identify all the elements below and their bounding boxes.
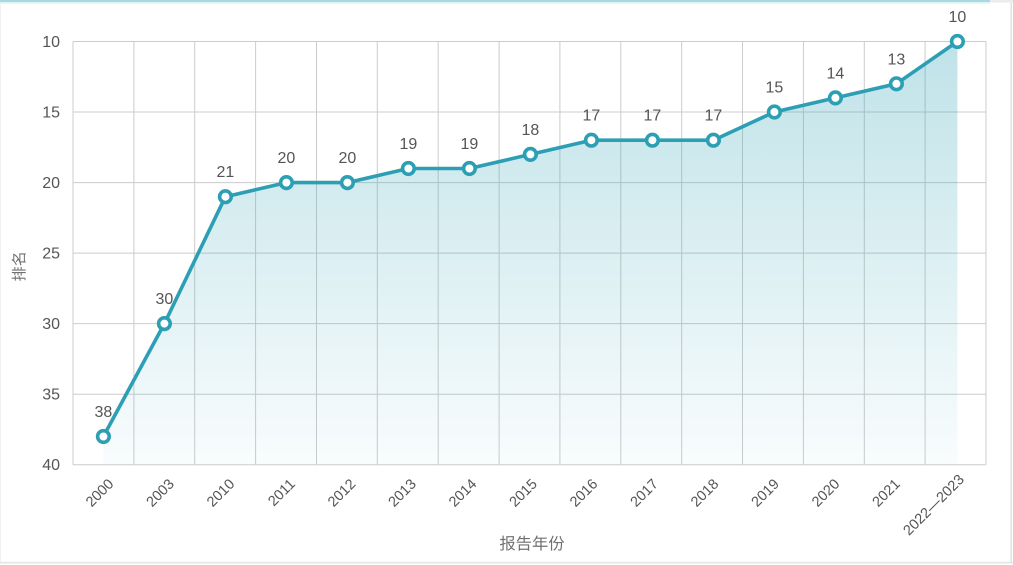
svg-text:10: 10 — [42, 34, 60, 51]
svg-text:10: 10 — [949, 9, 967, 26]
svg-text:30: 30 — [42, 316, 60, 333]
svg-text:15: 15 — [766, 80, 784, 97]
svg-text:21: 21 — [217, 164, 235, 181]
svg-text:14: 14 — [827, 65, 845, 82]
svg-text:2016: 2016 — [567, 476, 601, 510]
svg-text:2013: 2013 — [386, 476, 420, 510]
svg-text:17: 17 — [705, 108, 723, 125]
svg-text:2010: 2010 — [204, 476, 238, 510]
svg-text:20: 20 — [339, 150, 357, 167]
svg-text:17: 17 — [583, 108, 601, 125]
svg-text:19: 19 — [400, 136, 418, 153]
svg-text:2021: 2021 — [870, 476, 904, 510]
svg-text:2020: 2020 — [809, 476, 843, 510]
svg-text:20: 20 — [278, 150, 296, 167]
svg-text:2000: 2000 — [83, 476, 117, 510]
svg-text:40: 40 — [42, 457, 60, 474]
svg-text:35: 35 — [42, 387, 60, 404]
svg-text:2018: 2018 — [688, 476, 722, 510]
svg-text:30: 30 — [156, 291, 174, 308]
svg-text:18: 18 — [522, 122, 540, 139]
svg-text:2003: 2003 — [144, 476, 178, 510]
svg-text:2015: 2015 — [507, 476, 541, 510]
svg-text:2014: 2014 — [446, 476, 480, 510]
svg-text:13: 13 — [888, 51, 906, 68]
svg-text:2019: 2019 — [749, 476, 783, 510]
svg-text:38: 38 — [95, 404, 113, 421]
svg-text:19: 19 — [461, 136, 479, 153]
svg-text:17: 17 — [644, 108, 662, 125]
svg-text:2022—2023: 2022—2023 — [901, 472, 968, 539]
svg-text:2017: 2017 — [628, 476, 662, 510]
svg-text:20: 20 — [42, 175, 60, 192]
svg-text:15: 15 — [42, 105, 60, 122]
svg-text:2012: 2012 — [325, 476, 359, 510]
svg-text:2011: 2011 — [265, 476, 298, 509]
svg-text:25: 25 — [42, 246, 60, 263]
